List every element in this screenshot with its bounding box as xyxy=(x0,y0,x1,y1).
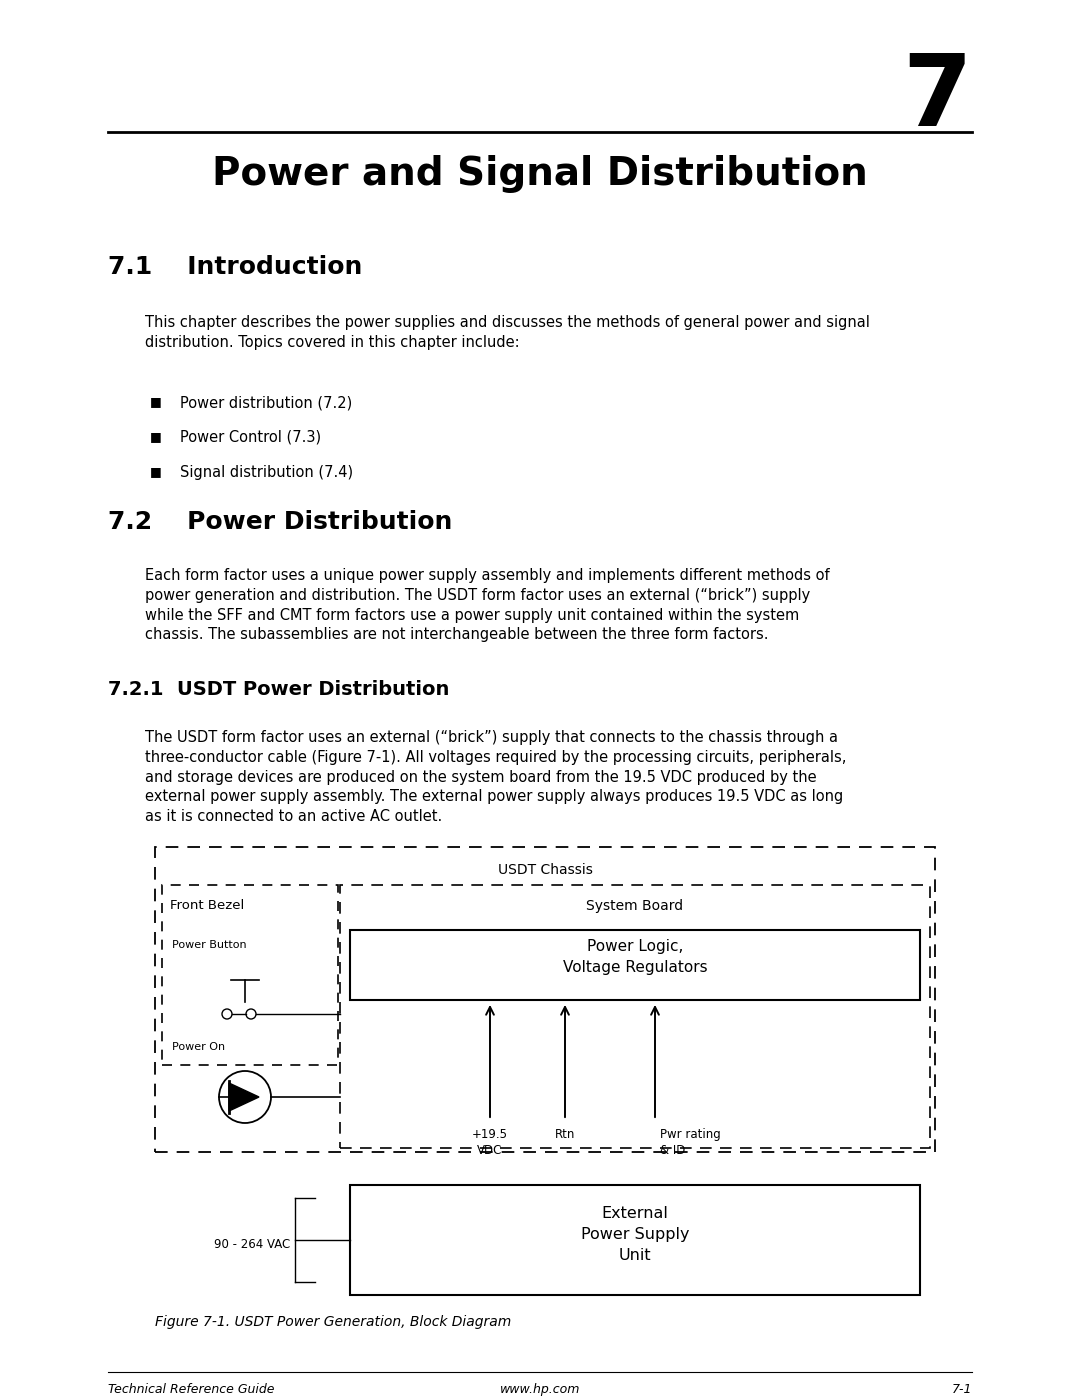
Text: 7-1: 7-1 xyxy=(951,1383,972,1396)
Text: Front Bezel: Front Bezel xyxy=(170,900,244,912)
Text: Signal distribution (7.4): Signal distribution (7.4) xyxy=(180,465,353,481)
Text: Power and Signal Distribution: Power and Signal Distribution xyxy=(212,155,868,193)
Text: ■: ■ xyxy=(150,465,162,478)
Polygon shape xyxy=(229,1083,259,1111)
Text: Pwr rating
& ID: Pwr rating & ID xyxy=(660,1127,720,1157)
Bar xyxy=(350,1185,920,1295)
Text: Power distribution (7.2): Power distribution (7.2) xyxy=(180,395,352,409)
Text: System Board: System Board xyxy=(586,900,684,914)
Text: ■: ■ xyxy=(150,430,162,443)
Text: Each form factor uses a unique power supply assembly and implements different me: Each form factor uses a unique power sup… xyxy=(145,569,829,643)
Text: ■: ■ xyxy=(150,395,162,408)
Text: Power On: Power On xyxy=(172,1042,225,1052)
Text: Power Control (7.3): Power Control (7.3) xyxy=(180,430,321,446)
Text: Rtn: Rtn xyxy=(555,1127,576,1141)
Text: Figure 7-1. USDT Power Generation, Block Diagram: Figure 7-1. USDT Power Generation, Block… xyxy=(156,1315,511,1329)
Text: Technical Reference Guide: Technical Reference Guide xyxy=(108,1383,274,1396)
Text: This chapter describes the power supplies and discusses the methods of general p: This chapter describes the power supplie… xyxy=(145,314,869,349)
Text: USDT Chassis: USDT Chassis xyxy=(498,863,593,877)
Text: Power Button: Power Button xyxy=(172,940,246,950)
Text: 90 - 264 VAC: 90 - 264 VAC xyxy=(214,1239,291,1252)
Text: 7.2    Power Distribution: 7.2 Power Distribution xyxy=(108,510,453,534)
Text: +19.5
VDC: +19.5 VDC xyxy=(472,1127,508,1157)
Text: 7: 7 xyxy=(903,50,972,147)
Bar xyxy=(162,886,338,1065)
Text: 7.2.1  USDT Power Distribution: 7.2.1 USDT Power Distribution xyxy=(108,680,449,698)
Text: The USDT form factor uses an external (“brick”) supply that connects to the chas: The USDT form factor uses an external (“… xyxy=(145,731,847,824)
Text: 7.1    Introduction: 7.1 Introduction xyxy=(108,256,363,279)
Text: Power Logic,
Voltage Regulators: Power Logic, Voltage Regulators xyxy=(563,939,707,975)
Text: External
Power Supply
Unit: External Power Supply Unit xyxy=(581,1206,689,1263)
Text: www.hp.com: www.hp.com xyxy=(500,1383,580,1396)
Bar xyxy=(340,886,930,1148)
Bar xyxy=(156,847,935,1153)
Bar xyxy=(350,930,920,1000)
